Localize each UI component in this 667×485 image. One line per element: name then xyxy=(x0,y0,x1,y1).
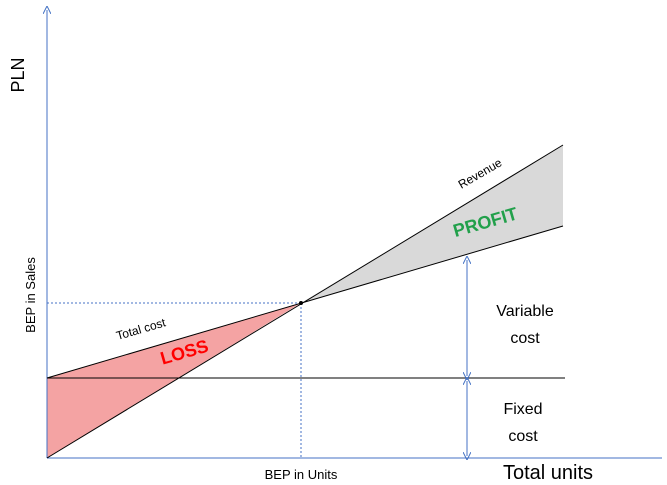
revenue-line xyxy=(46,144,564,459)
fixed-cost-label: cost xyxy=(508,428,538,445)
x-axis-label: Total units xyxy=(503,462,593,484)
fixed-cost-label: Fixed xyxy=(503,401,542,418)
variable-cost-label: cost xyxy=(510,330,540,347)
total-cost-label: Total cost xyxy=(115,315,168,343)
bep-units-label: BEP in Units xyxy=(265,467,338,482)
bep-sales-label: BEP in Sales xyxy=(23,257,38,333)
bep-point xyxy=(299,301,303,305)
variable-cost-label: Variable xyxy=(496,303,554,320)
y-axis-label: PLN xyxy=(8,57,28,92)
